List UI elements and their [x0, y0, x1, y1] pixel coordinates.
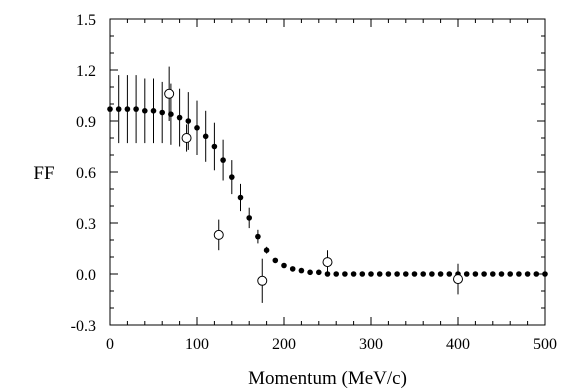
filled-data-point: [411, 271, 418, 277]
y-tick-label: -0.3: [71, 318, 96, 335]
filled-data-point: [176, 114, 183, 121]
filled-data-point: [316, 269, 322, 276]
y-axis-title: FF: [33, 163, 54, 184]
open-data-point: [181, 133, 192, 143]
series-1: [107, 75, 548, 277]
filled-data-point: [255, 233, 261, 240]
x-axis-title: Momentum (MeV/c): [248, 368, 407, 389]
filled-data-point: [115, 106, 122, 112]
filled-data-point: [124, 106, 131, 112]
filled-data-point: [237, 194, 244, 201]
filled-data-point: [333, 271, 340, 277]
open-data-point: [164, 88, 175, 99]
filled-data-point: [246, 215, 252, 221]
filled-data-point: [133, 106, 139, 112]
filled-data-point: [307, 269, 313, 276]
filled-data-point: [481, 271, 487, 277]
open-data-point: [257, 275, 268, 286]
filled-data-point: [281, 262, 287, 269]
filled-data-point: [211, 143, 218, 150]
open-data-point: [213, 229, 224, 240]
filled-data-point: [376, 271, 383, 277]
filled-data-point: [533, 271, 540, 277]
filled-data-point: [446, 271, 453, 277]
filled-data-point: [220, 157, 226, 163]
x-tick-label: 500: [533, 336, 557, 353]
filled-data-point: [420, 271, 427, 277]
filled-data-point: [463, 271, 470, 277]
filled-data-point: [385, 271, 392, 277]
filled-data-point: [298, 267, 305, 274]
filled-data-point: [403, 271, 409, 277]
filled-data-point: [185, 118, 192, 124]
x-tick-label: 100: [185, 336, 209, 353]
filled-data-point: [263, 247, 270, 253]
filled-data-point: [507, 271, 513, 277]
plot-frame: [109, 18, 546, 326]
filled-data-point: [490, 271, 496, 277]
series-2: [164, 66, 463, 303]
filled-data-point: [368, 271, 374, 277]
x-tick-label: 300: [359, 336, 383, 353]
filled-data-point: [159, 109, 165, 116]
y-tick-label: 0.3: [76, 216, 96, 233]
filled-data-point: [272, 257, 279, 264]
filled-data-point: [150, 108, 157, 114]
filled-data-point: [437, 271, 444, 277]
filled-data-point: [394, 271, 400, 277]
filled-data-point: [498, 271, 505, 277]
filled-data-point: [229, 174, 235, 180]
y-tick-label: 0.0: [76, 267, 96, 284]
x-tick-label: 200: [272, 336, 296, 353]
filled-data-point: [142, 108, 148, 114]
x-tick-label: 0: [106, 336, 114, 353]
filled-data-point: [342, 271, 348, 277]
filled-data-point: [359, 271, 366, 277]
x-tick-label: 400: [446, 336, 470, 353]
filled-data-point: [472, 271, 479, 277]
filled-data-point: [289, 266, 296, 272]
filled-data-point: [429, 271, 435, 277]
filled-data-point: [524, 271, 531, 277]
filled-data-point: [516, 271, 522, 277]
open-data-point: [453, 274, 463, 285]
y-tick-label: 1.5: [76, 12, 96, 29]
y-tick-label: 0.6: [76, 165, 96, 182]
y-tick-label: 0.9: [76, 114, 96, 131]
open-data-point: [322, 257, 333, 268]
y-tick-label: 1.2: [76, 63, 96, 80]
filled-data-point: [202, 133, 209, 140]
filled-data-point: [194, 125, 200, 131]
filled-data-point: [350, 271, 357, 277]
